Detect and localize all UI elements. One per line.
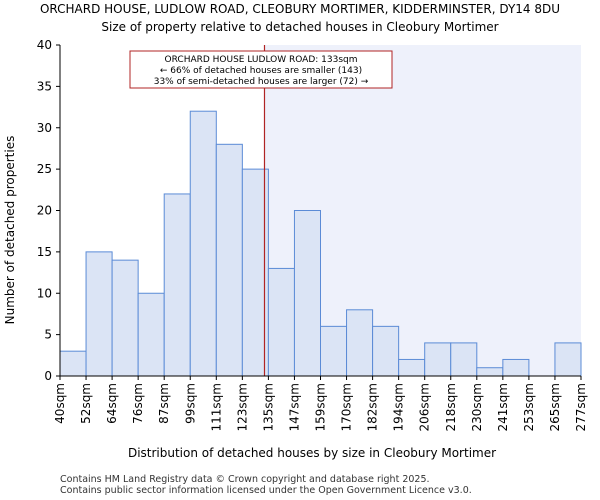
bar-206sqm [424, 342, 452, 377]
x-tick-label: 111sqm [209, 383, 223, 431]
bar-241sqm [502, 358, 530, 377]
y-tick-label: 40 [37, 38, 52, 52]
footer-line-1: Contains HM Land Registry data © Crown c… [60, 474, 430, 485]
bar-111sqm [215, 143, 243, 377]
y-tick-label: 15 [37, 245, 52, 259]
y-tick-label: 30 [37, 121, 52, 135]
bar-265sqm [554, 342, 582, 377]
x-tick-label: 265sqm [548, 383, 562, 431]
x-tick-label: 87sqm [157, 383, 171, 424]
x-tick-label: 147sqm [287, 383, 301, 431]
bar-194sqm [398, 358, 426, 377]
y-tick-label: 25 [37, 162, 52, 176]
x-tick-label: 194sqm [392, 383, 406, 431]
y-tick-label: 35 [37, 79, 52, 93]
x-tick-label: 182sqm [366, 383, 380, 431]
bar-159sqm [320, 325, 348, 377]
x-tick-labels: 40sqm 52sqm 64sqm 76sqm 87sqm 99sqm 111sqm 123s… [53, 376, 588, 431]
bar-170sqm [346, 309, 374, 377]
y-tick-label: 20 [37, 204, 52, 218]
x-tick-label: 123sqm [235, 383, 249, 431]
x-tick-label: 241sqm [496, 383, 510, 431]
annotation-box [129, 50, 393, 89]
bar-99sqm [189, 110, 217, 377]
bar-230sqm [476, 367, 504, 377]
x-tick-label: 159sqm [314, 383, 328, 431]
annotation-line-2: ← 66% of detached houses are smaller (14… [160, 66, 362, 76]
x-tick-label: 99sqm [183, 383, 197, 424]
bar-182sqm [372, 325, 400, 377]
x-tick-label: 230sqm [470, 383, 484, 431]
x-tick-label: 218sqm [444, 383, 458, 431]
x-tick-label: 206sqm [418, 383, 432, 431]
bar-87sqm [163, 193, 191, 377]
annotation-line-3: 33% of semi-detached houses are larger (… [154, 77, 369, 87]
x-tick-label: 170sqm [340, 383, 354, 431]
y-tick-labels: 0 5 10 15 20 25 30 35 40 [37, 38, 60, 383]
x-tick-label: 40sqm [53, 383, 67, 424]
x-tick-label: 64sqm [105, 383, 119, 424]
chart-subtitle: Size of property relative to detached ho… [101, 20, 498, 34]
x-tick-label: 277sqm [574, 383, 588, 431]
x-tick-label: 253sqm [522, 383, 536, 431]
chart-title: ORCHARD HOUSE, LUDLOW ROAD, CLEOBURY MOR… [40, 2, 560, 16]
x-tick-label: 52sqm [79, 383, 93, 424]
x-axis-label: Distribution of detached houses by size … [128, 446, 496, 460]
bar-40sqm [59, 350, 87, 377]
bar-52sqm [85, 251, 113, 377]
annotation-line-1: ORCHARD HOUSE LUDLOW ROAD: 133sqm [165, 55, 358, 65]
y-axis-label: Number of detached properties [3, 136, 17, 325]
bars-group [59, 110, 582, 377]
y-tick-label: 0 [44, 369, 52, 383]
bar-64sqm [111, 259, 139, 377]
bar-76sqm [137, 292, 165, 377]
x-tick-label: 135sqm [261, 383, 275, 431]
bar-147sqm [293, 210, 322, 377]
footer-line-2: Contains public sector information licen… [60, 485, 472, 496]
y-tick-label: 5 [44, 328, 52, 342]
x-tick-label: 76sqm [131, 383, 145, 424]
bar-218sqm [450, 342, 478, 377]
y-tick-label: 10 [37, 286, 52, 300]
bar-135sqm [267, 267, 295, 377]
